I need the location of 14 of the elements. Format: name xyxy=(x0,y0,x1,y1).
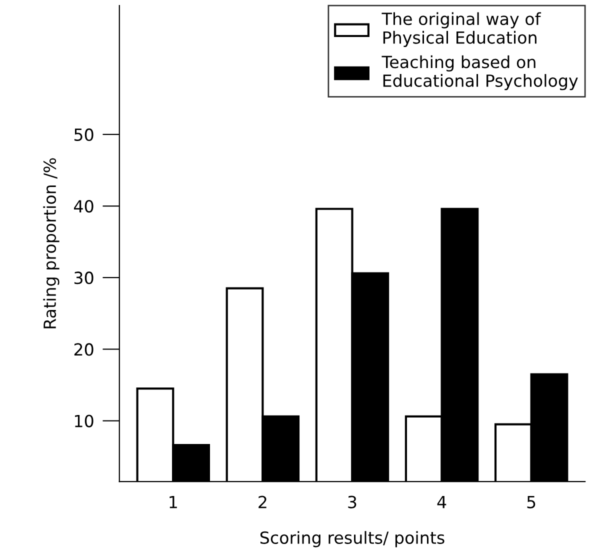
x-tick-label: 2 xyxy=(258,496,266,508)
y-tick-label: 40 xyxy=(74,200,94,213)
x-tick-label: 5 xyxy=(527,496,536,508)
y-tick-label: 50 xyxy=(74,128,94,142)
y-tick-label: 10 xyxy=(75,414,94,428)
x-tick-label: 3 xyxy=(348,496,356,508)
y-tick-label: 20 xyxy=(74,343,94,356)
y-axis-title: Rating proportion /% xyxy=(43,158,60,328)
y-tick-label: 30 xyxy=(74,272,94,284)
legend-label: Teaching based on Educational Psychology xyxy=(382,55,578,90)
x-axis-title: Scoring results/ points xyxy=(260,531,444,548)
x-tick-label: 1 xyxy=(170,496,177,508)
x-tick-label: 4 xyxy=(437,496,446,508)
legend-label: The original way of Physical Education xyxy=(382,12,542,48)
